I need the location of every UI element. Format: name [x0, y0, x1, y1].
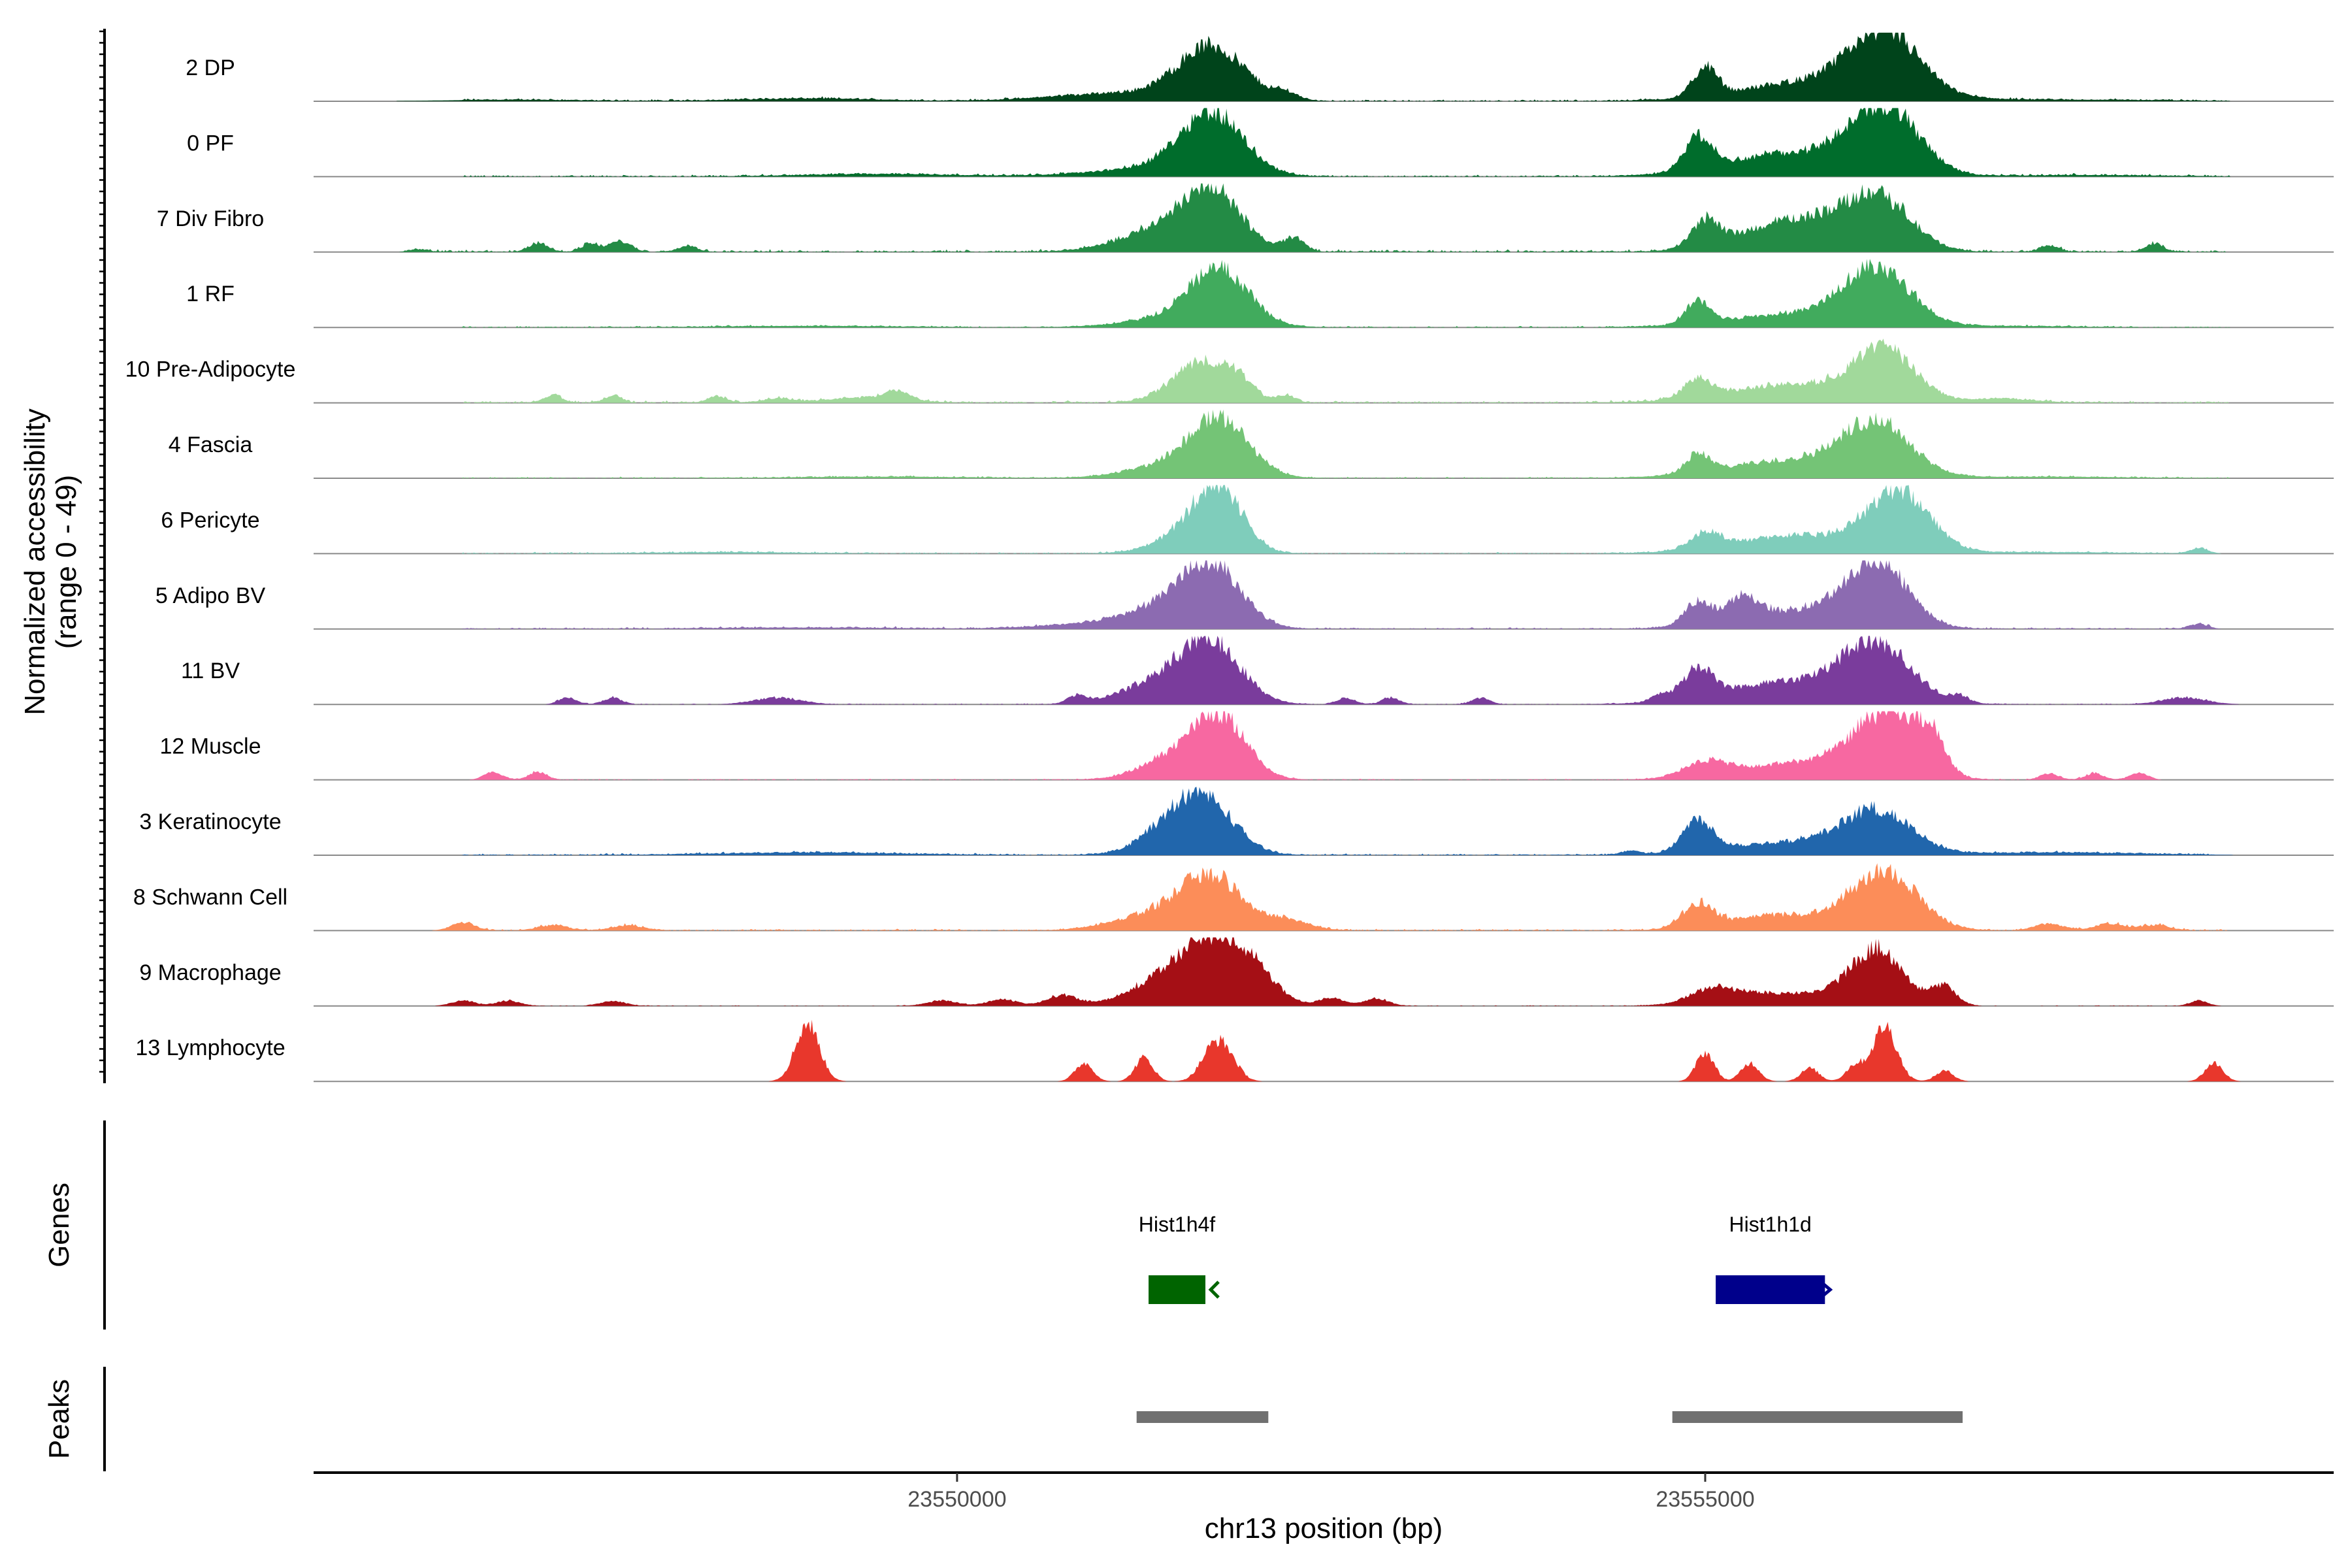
x-tick-label: 23555000 — [1656, 1487, 1754, 1512]
coverage-area-3-keratinocyte — [314, 787, 2334, 855]
coverage-area-1-rf — [314, 259, 2334, 328]
gene-body — [1149, 1275, 1205, 1304]
track-label-4-fascia: 4 Fascia — [169, 433, 253, 457]
peaks-panel-label: Peaks — [43, 1379, 75, 1459]
genes-panel-label: Genes — [43, 1183, 75, 1267]
track-label-8-schwann-cell: 8 Schwann Cell — [133, 885, 287, 909]
y-axis-title-line-2: (range 0 - 49) — [50, 475, 82, 649]
x-axis-title: chr13 position (bp) — [1205, 1512, 1443, 1544]
track-label-6-pericyte: 6 Pericyte — [161, 508, 259, 532]
track-13-lymphocyte: 13 Lymphocyte — [135, 1019, 2334, 1083]
coverage-area-2-dp — [314, 33, 2334, 101]
coverage-area-12-muscle — [314, 711, 2334, 780]
coverage-tracks: 2 DP 0 PF 7 Div Fibro 1 RF 10 Pre-Adipocyte 4… — [125, 33, 2334, 1083]
coverage-area-5-adipo-bv — [314, 560, 2334, 629]
y-axis-ticks — [99, 30, 105, 1073]
track-6-pericyte: 6 Pericyte — [161, 485, 2334, 555]
track-label-0-pf: 0 PF — [187, 131, 234, 155]
track-2-dp: 2 DP — [186, 33, 2334, 102]
coverage-area-4-fascia — [314, 410, 2334, 478]
peak-track — [1136, 1411, 1963, 1423]
y-axis-title-line-1: Normalized accessibility — [19, 408, 51, 715]
gene-body — [1716, 1275, 1825, 1304]
track-label-5-adipo-bv: 5 Adipo BV — [155, 583, 266, 608]
track-label-2-dp: 2 DP — [186, 56, 235, 80]
track-label-3-keratinocyte: 3 Keratinocyte — [139, 809, 281, 834]
x-tick-label: 23550000 — [907, 1487, 1006, 1512]
gene-hist1h4f: Hist1h4f — [1139, 1213, 1220, 1304]
gene-track: Hist1h4f Hist1h1d — [1139, 1213, 1833, 1304]
track-7-div-fibro: 7 Div Fibro — [157, 183, 2334, 253]
track-label-1-rf: 1 RF — [186, 282, 235, 306]
track-4-fascia: 4 Fascia — [169, 410, 2334, 479]
gene-label: Hist1h1d — [1729, 1213, 1812, 1236]
peak-region — [1136, 1411, 1269, 1423]
track-0-pf: 0 PF — [187, 108, 2334, 178]
track-11-bv: 11 BV — [181, 636, 2334, 706]
coverage-area-10-pre-adipocyte — [314, 338, 2334, 403]
track-label-10-pre-adipocyte: 10 Pre-Adipocyte — [125, 357, 296, 382]
coverage-area-11-bv — [314, 636, 2334, 705]
track-12-muscle: 12 Muscle — [160, 711, 2334, 781]
gene-label: Hist1h4f — [1139, 1213, 1216, 1236]
coverage-area-0-pf — [314, 108, 2334, 177]
coverage-area-8-schwann-cell — [314, 863, 2334, 931]
coverage-area-9-macrophage — [314, 937, 2334, 1006]
track-3-keratinocyte: 3 Keratinocyte — [139, 787, 2334, 856]
track-label-11-bv: 11 BV — [181, 659, 240, 683]
coverage-area-7-div-fibro — [314, 183, 2334, 252]
strand-arrow-icon — [1208, 1281, 1220, 1299]
track-5-adipo-bv: 5 Adipo BV — [155, 560, 2334, 630]
track-label-7-div-fibro: 7 Div Fibro — [157, 206, 264, 231]
coverage-area-6-pericyte — [314, 485, 2334, 554]
track-8-schwann-cell: 8 Schwann Cell — [133, 863, 2334, 932]
track-1-rf: 1 RF — [186, 259, 2334, 329]
track-label-12-muscle: 12 Muscle — [160, 734, 261, 759]
track-label-9-macrophage: 9 Macrophage — [139, 960, 281, 985]
track-label-13-lymphocyte: 13 Lymphocyte — [135, 1036, 285, 1060]
gene-hist1h1d: Hist1h1d — [1716, 1213, 1833, 1304]
x-axis-ticks: 23550000 23555000 — [907, 1473, 1755, 1512]
peak-region — [1672, 1411, 1963, 1423]
strand-arrow-icon — [1821, 1282, 1833, 1298]
coverage-area-13-lymphocyte — [314, 1019, 2334, 1082]
track-9-macrophage: 9 Macrophage — [139, 937, 2334, 1007]
track-10-pre-adipocyte: 10 Pre-Adipocyte — [125, 338, 2334, 404]
